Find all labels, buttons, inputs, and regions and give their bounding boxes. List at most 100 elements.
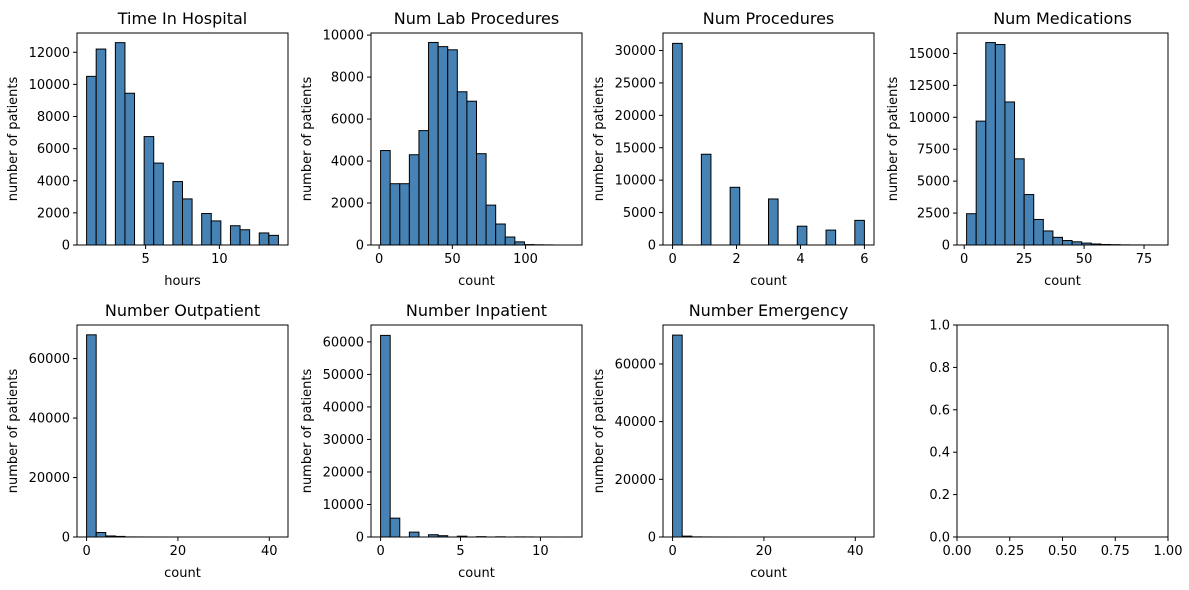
bar-num-medications-0 (966, 213, 977, 246)
bar-num-lab-procedures-7 (447, 49, 458, 246)
plot-frame-num-medications (956, 32, 1169, 246)
bar-num-lab-procedures-3 (408, 154, 420, 246)
panel-num-lab-procedures: 0 50 100 0 2000 4000 6000 8000 10000 Num Lab Proc… (300, 9, 583, 289)
bar-num-medications-3 (994, 43, 1006, 246)
y-tick-label: 15000 (615, 141, 656, 156)
bar-num-medications-8 (1042, 230, 1054, 246)
bar-num-medications-6 (1023, 194, 1035, 246)
panel-number-outpatient: 0 20 40 0 20000 40000 60000 Number Outpatient co… (6, 301, 289, 581)
bar-time-in-hospital-1 (95, 48, 107, 246)
y-tick-label: 10000 (909, 111, 950, 126)
bar-number-inpatient-0 (380, 334, 391, 538)
bar-num-medications-9 (1052, 236, 1064, 246)
bar-num-procedures-10 (768, 198, 779, 246)
y-tick-label: 4000 (37, 174, 70, 189)
x-tick-label: 0.50 (1048, 544, 1077, 559)
x-tick-label: 20 (170, 544, 187, 559)
bar-time-in-hospital-18 (258, 232, 270, 246)
panel-num-medications: 0 25 50 75 0 2500 5000 7500 10000 12500 15000 Num M… (886, 9, 1169, 289)
y-tick-label: 0 (648, 239, 656, 254)
bar-number-emergency-0 (672, 334, 683, 538)
x-tick-label: 50 (444, 252, 461, 267)
y-tick-label: 0.2 (929, 488, 950, 503)
y-tick-label: 15000 (909, 47, 950, 62)
y-axis-label: number of patients (300, 368, 315, 493)
bar-number-outpatient-0 (86, 334, 97, 538)
bar-time-in-hospital-6 (143, 136, 155, 246)
x-tick-label: 2 (732, 252, 740, 267)
bar-num-procedures-13 (796, 225, 808, 246)
bar-time-in-hospital-13 (210, 220, 222, 246)
y-axis-label: number of patients (886, 76, 901, 201)
plot-frame-number-emergency (662, 324, 875, 538)
y-axis-label: number of patients (6, 76, 21, 201)
bar-num-medications-7 (1033, 218, 1044, 246)
y-tick-label: 0 (62, 239, 70, 254)
x-axis-label: count (164, 566, 201, 581)
chart-title: Num Procedures (703, 9, 835, 28)
y-tick-label: 30000 (323, 433, 364, 448)
x-tick-label: 40 (261, 544, 278, 559)
bar-time-in-hospital-0 (86, 75, 97, 246)
x-tick-label: 1.00 (1154, 544, 1183, 559)
bar-num-procedures-0 (672, 42, 683, 246)
bar-time-in-hospital-16 (239, 229, 251, 246)
bar-num-lab-procedures-5 (428, 41, 439, 246)
x-tick-label: 0.75 (1101, 544, 1130, 559)
panel-num-procedures: 0 2 4 6 0 5000 10000 15000 20000 25000 30000 Num Pr… (592, 9, 875, 289)
y-tick-label: 12000 (29, 46, 70, 61)
panel-number-inpatient: 0 5 10 0 10000 20000 30000 40000 50000 60000 Numbe… (300, 301, 583, 581)
y-tick-label: 10000 (323, 29, 364, 44)
x-tick-label: 0 (960, 252, 968, 267)
y-tick-label: 20000 (615, 473, 656, 488)
bar-number-inpatient-3 (408, 531, 420, 538)
x-tick-label: 0 (375, 252, 383, 267)
x-tick-label: 0 (668, 252, 676, 267)
y-tick-label: 1.0 (929, 319, 950, 334)
bar-num-medications-2 (985, 42, 996, 246)
bar-num-medications-5 (1014, 158, 1025, 246)
plot-frame-number-outpatient (76, 324, 289, 538)
x-tick-label: 10 (532, 544, 549, 559)
x-tick-label: 5 (456, 544, 464, 559)
bar-num-lab-procedures-10 (476, 153, 487, 246)
y-tick-label: 5000 (623, 206, 656, 221)
bar-num-medications-4 (1004, 101, 1016, 246)
y-tick-label: 0 (942, 239, 950, 254)
y-tick-label: 60000 (615, 357, 656, 372)
y-tick-label: 0.6 (929, 403, 950, 418)
y-tick-label: 50000 (323, 368, 364, 383)
y-tick-label: 20000 (615, 109, 656, 124)
bar-time-in-hospital-12 (201, 213, 212, 246)
bar-num-lab-procedures-8 (456, 91, 468, 246)
y-axis-label: number of patients (300, 76, 315, 201)
bar-num-medications-1 (975, 120, 987, 246)
x-tick-label: 50 (1076, 252, 1093, 267)
x-axis-label: count (458, 566, 495, 581)
y-axis-label: number of patients (592, 76, 607, 201)
y-tick-label: 0.0 (929, 531, 950, 546)
bar-time-in-hospital-19 (268, 234, 279, 246)
x-tick-label: 0 (376, 544, 384, 559)
x-tick-label: 100 (513, 252, 538, 267)
y-tick-label: 8000 (37, 110, 70, 125)
x-tick-label: 0.25 (995, 544, 1024, 559)
panel-time-in-hospital: 5 10 0 2000 4000 6000 8000 10000 12000 Time In Ho… (6, 9, 289, 289)
y-tick-label: 10000 (615, 174, 656, 189)
bar-num-procedures-6 (729, 186, 741, 246)
x-tick-label: 0.00 (943, 544, 972, 559)
bar-num-lab-procedures-9 (466, 100, 478, 246)
y-tick-label: 40000 (615, 415, 656, 430)
x-tick-label: 4 (796, 252, 804, 267)
y-tick-label: 0.4 (929, 446, 950, 461)
y-tick-label: 25000 (615, 76, 656, 91)
chart-title: Num Lab Procedures (394, 9, 559, 28)
bar-num-lab-procedures-2 (399, 183, 410, 246)
x-tick-label: 20 (756, 544, 773, 559)
x-tick-label: 10 (211, 252, 228, 267)
x-axis-label: count (1044, 274, 1081, 289)
y-tick-label: 60000 (323, 335, 364, 350)
y-tick-label: 6000 (331, 113, 364, 128)
x-tick-label: 40 (847, 544, 864, 559)
